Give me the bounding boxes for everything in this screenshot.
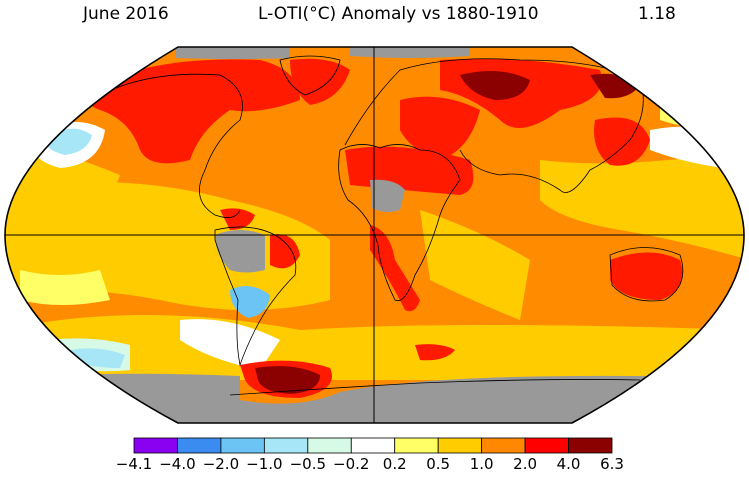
legend-tick-label: 1.0 (469, 455, 494, 473)
legend-tick-label: −4.1 (115, 455, 153, 473)
legend-tick-label: 4.0 (556, 455, 581, 473)
legend-tick-label: −2.0 (202, 455, 240, 473)
legend-tick-label: −0.2 (333, 455, 370, 473)
legend-tick-label: 0.5 (426, 455, 451, 473)
legend-swatch (437, 437, 483, 454)
legend-swatch (133, 437, 178, 454)
legend-swatch (568, 437, 613, 454)
legend-swatch (177, 437, 222, 454)
map-border (4, 46, 745, 424)
legend-tick-label: −1.0 (246, 455, 283, 473)
map-title: L-OTI(°C) Anomaly vs 1880-1910 (258, 4, 539, 24)
global-mean-anomaly: 1.18 (638, 4, 676, 24)
legend-swatch (263, 437, 309, 454)
coastlines (99, 55, 684, 396)
legend-swatch (220, 437, 265, 454)
legend-tick-label: −0.5 (289, 455, 327, 473)
legend-tick-label: −4.0 (159, 455, 196, 473)
legend-swatch (481, 437, 526, 454)
legend-tick-label: 0.2 (382, 455, 407, 473)
legend-tick-label: 6.3 (600, 455, 624, 473)
legend-swatch (307, 437, 352, 454)
legend-swatch (524, 437, 569, 454)
map-date: June 2016 (83, 4, 169, 24)
legend-tick-label: 2.0 (513, 455, 538, 473)
legend-swatch (394, 437, 439, 454)
legend-swatch (350, 437, 396, 454)
